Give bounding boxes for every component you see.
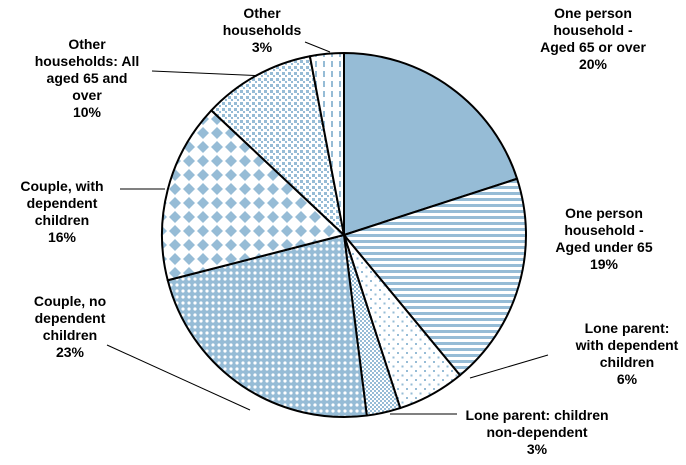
leader-line-3 [469,354,549,379]
slice-label-1: One person household -Aged 65 or over 20% [540,5,646,72]
slice-label-7: Other households: All aged 65 and over 10% [35,36,139,120]
slice-label-line: household - [553,22,633,38]
slice-label-line: dependent [35,310,106,326]
slice-label-line: 23% [56,344,85,360]
pie-slices [161,52,527,418]
slice-label-line: 6% [617,371,638,387]
pie-slice-1 [343,52,519,236]
leader-line-7 [151,70,267,77]
slice-label-4: Lone parent: children non-dependent 3% [465,407,608,457]
slice-label-line: 3% [252,39,273,55]
slice-label-line: One person [565,205,643,221]
slice-label-line: household - [564,222,644,238]
slice-label-line: households: All [35,53,139,69]
slice-label-line: Lone parent: [585,320,670,336]
slice-label-line: with dependent [575,337,679,353]
slice-label-line: One person [554,5,632,21]
slice-label-line: children [43,327,97,343]
leader-line-8 [304,41,331,53]
leader-line-5 [106,344,251,411]
slice-label-line: Other [68,36,106,52]
slice-label-line: Lone parent: children [465,407,608,423]
slice-labels: One person household -Aged 65 or over 20%O… [20,5,678,457]
slice-label-5: Couple, no dependent children 23% [34,293,106,360]
slice-label-line: children [35,212,89,228]
slice-label-line: Aged under 65 [555,239,652,255]
slice-label-6: Couple, with dependent children 16% [20,178,103,245]
slice-label-line: 3% [527,441,548,457]
pie-slice-8 [308,52,345,236]
pie-slice-5 [166,234,368,418]
pie-slice-2 [343,177,527,377]
slice-label-line: 16% [48,229,77,245]
slice-label-line: households [223,22,302,38]
slice-label-line: 10% [73,104,102,120]
slice-label-line: Aged 65 or over [540,39,646,55]
slice-label-line: non-dependent [486,424,587,440]
slice-label-line: children [600,354,654,370]
slice-label-2: One person household -Aged under 65 19% [555,205,652,272]
pie-slice-6 [161,109,345,282]
slice-label-line: aged 65 and [47,70,128,86]
slice-label-3: Lone parent: with dependent children 6% [575,320,679,387]
leader-lines [106,41,549,415]
slice-label-8: Other households 3% [223,5,302,55]
slice-label-line: 20% [579,56,608,72]
slice-label-line: Other [243,5,281,21]
pie-slice-7 [210,55,345,236]
slice-label-line: Couple, with [20,178,103,194]
slice-label-line: dependent [27,195,98,211]
slice-label-line: over [72,87,102,103]
slice-label-line: Couple, no [34,293,106,309]
slice-label-line: 19% [590,256,619,272]
